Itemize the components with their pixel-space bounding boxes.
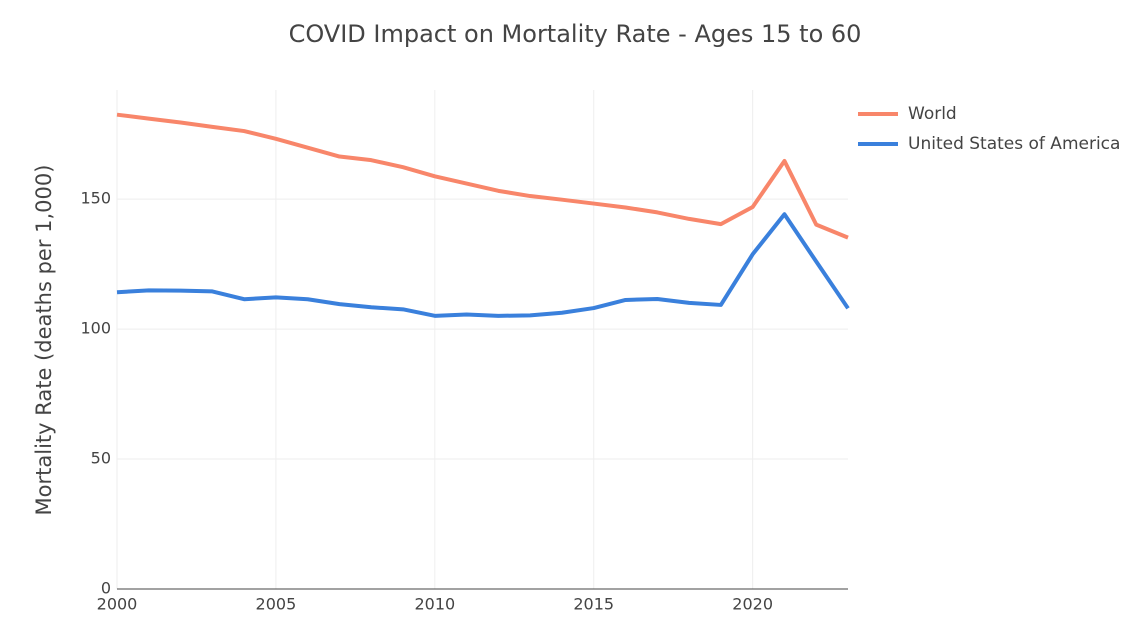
legend-label: United States of America <box>908 134 1120 154</box>
series-line <box>116 112 849 240</box>
y-tick-label: 50 <box>91 449 111 468</box>
x-tick-label: 2005 <box>256 595 297 614</box>
x-tick-label: 2000 <box>97 595 138 614</box>
y-axis-label: Mortality Rate (deaths per 1,000) <box>32 165 56 516</box>
y-tick-label: 150 <box>80 189 111 208</box>
x-tick-label: 2015 <box>573 595 614 614</box>
x-tick-label: 2020 <box>732 595 773 614</box>
y-tick-label: 100 <box>80 319 111 338</box>
chart-title: COVID Impact on Mortality Rate - Ages 15… <box>289 20 862 48</box>
series-line <box>116 212 850 318</box>
x-tick-label: 2010 <box>414 595 455 614</box>
y-tick-label: 0 <box>101 579 111 598</box>
legend-label: World <box>908 104 957 124</box>
